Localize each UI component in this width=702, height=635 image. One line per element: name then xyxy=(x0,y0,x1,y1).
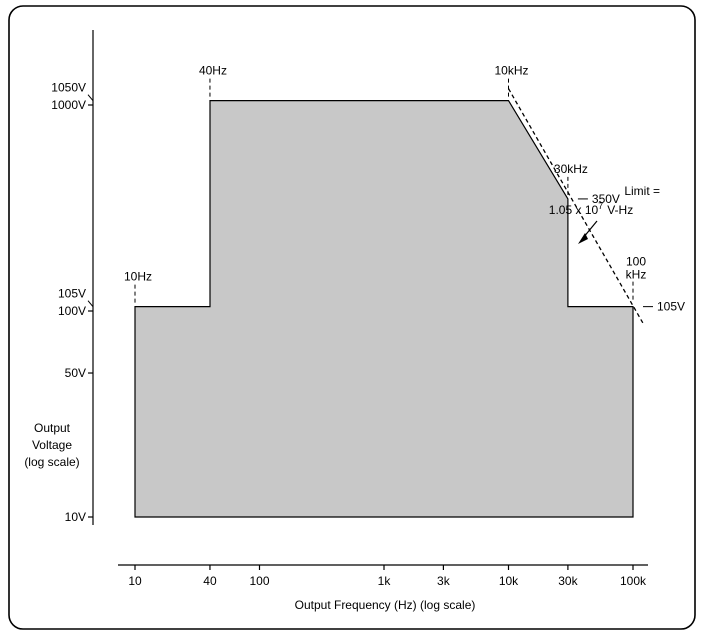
freq-annotation-label: kHz xyxy=(626,268,647,282)
limit-label-line: 1.05 x 107 V-Hz xyxy=(549,201,633,217)
limit-label-line: Limit = xyxy=(624,184,660,198)
freq-annotation-label: 10Hz xyxy=(124,270,152,284)
y-axis-title-line: Voltage xyxy=(32,438,72,452)
limit-label-exponent: 7 xyxy=(598,201,603,211)
volt-annotation-label: 105V xyxy=(657,300,685,314)
x-tick-label: 100 xyxy=(249,574,269,588)
y-axis-title-line: Output xyxy=(34,421,71,435)
x-tick-label: 1k xyxy=(378,574,392,588)
y-tick-label: 100V xyxy=(58,304,86,318)
operating-region xyxy=(134,100,634,518)
freq-annotation-label: 10kHz xyxy=(494,64,528,78)
limit-label-unit: V-Hz xyxy=(607,203,633,217)
y-axis-title-line: (log scale) xyxy=(24,455,79,469)
x-tick-label: 3k xyxy=(437,574,451,588)
freq-annotation-label: 40Hz xyxy=(199,64,227,78)
limit-label: Limit = 1.05 x 107 V-Hz xyxy=(549,184,660,244)
x-tick-label: 30k xyxy=(558,574,578,588)
y-side-label: 105V xyxy=(58,287,86,301)
limit-arrow-head xyxy=(578,233,588,244)
x-axis-title: Output Frequency (Hz) (log scale) xyxy=(295,598,476,612)
y-side-leader xyxy=(87,300,94,307)
limit-label-base: 1.05 x 10 xyxy=(549,203,599,217)
y-tick-label: 1000V xyxy=(51,98,86,112)
freq-annotation-label: 100 xyxy=(626,255,646,269)
freq-annotation-label: 30kHz xyxy=(554,162,588,176)
volt-annotation-label: 350V xyxy=(592,192,620,206)
y-tick-label: 50V xyxy=(65,366,86,380)
x-tick-label: 10 xyxy=(128,574,142,588)
y-axis: 10V 50V 100V 1000V 105V 1050V xyxy=(51,30,94,525)
x-axis: 10 40 100 1k 3k 10k 30k 100k xyxy=(118,564,648,588)
y-side-label: 1050V xyxy=(51,81,86,95)
x-tick-label: 10k xyxy=(499,574,519,588)
x-tick-label: 40 xyxy=(203,574,217,588)
x-tick-label: 100k xyxy=(620,574,647,588)
y-tick-label: 10V xyxy=(65,510,86,524)
y-side-leader xyxy=(87,94,94,101)
limit-line xyxy=(507,88,644,324)
y-axis-title: Output Voltage (log scale) xyxy=(24,421,79,469)
